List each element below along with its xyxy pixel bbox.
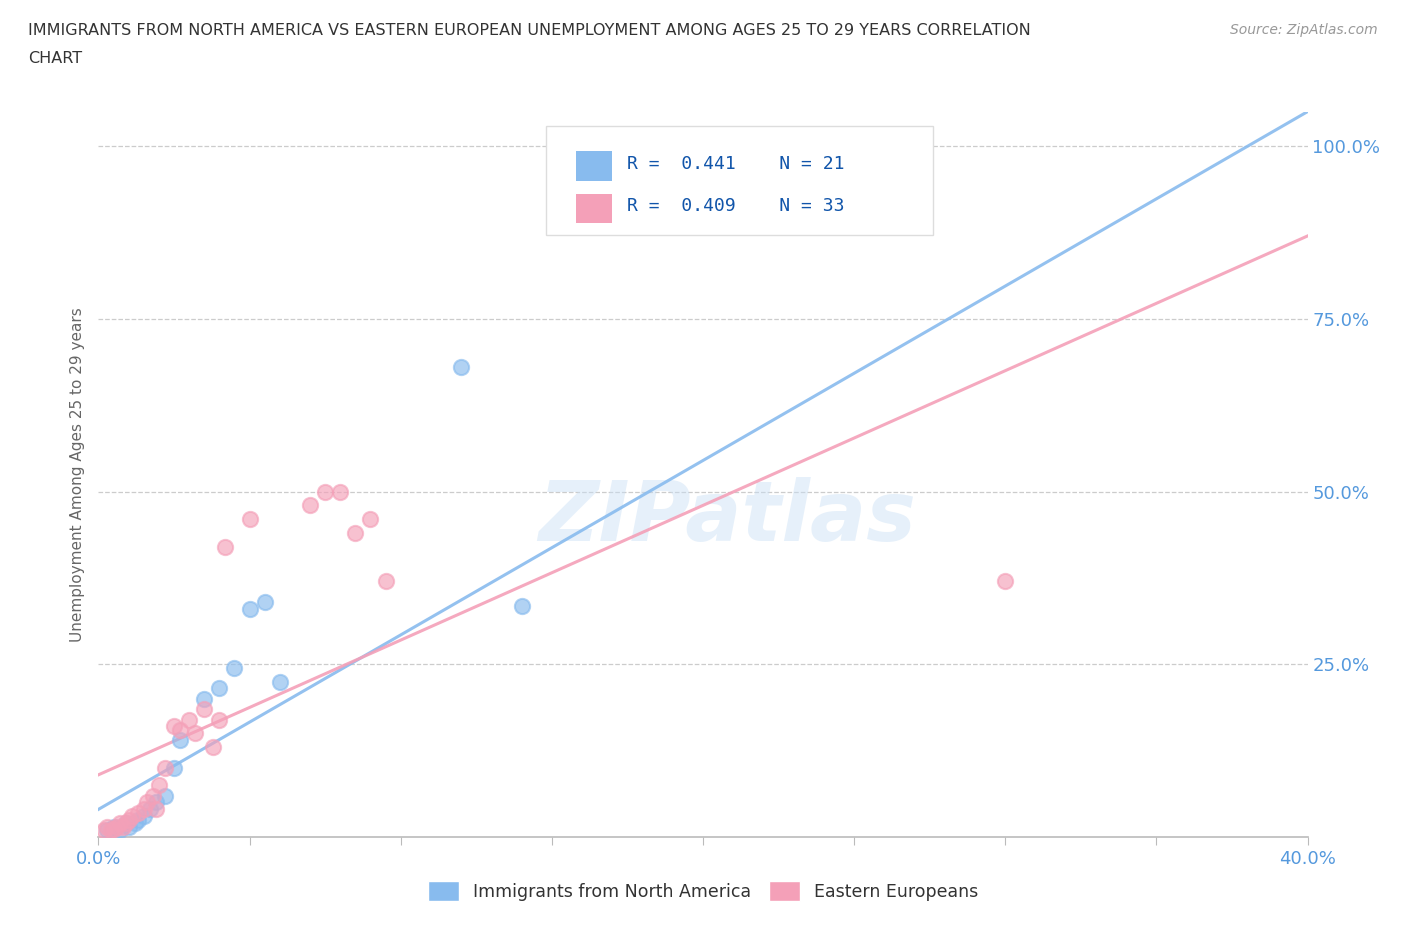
Point — [163, 761, 186, 776]
Point — [135, 795, 157, 810]
Point — [253, 594, 276, 609]
Point — [142, 788, 165, 803]
Point — [374, 574, 396, 589]
Point — [239, 602, 262, 617]
Point — [108, 816, 131, 830]
Point — [193, 691, 215, 706]
Point — [239, 512, 262, 526]
Point — [510, 598, 533, 613]
Text: R =  0.441    N = 21: R = 0.441 N = 21 — [627, 154, 845, 173]
Point — [121, 809, 143, 824]
Legend: Immigrants from North America, Eastern Europeans: Immigrants from North America, Eastern E… — [427, 881, 979, 901]
Point — [103, 821, 125, 836]
Point — [127, 812, 149, 827]
Text: IMMIGRANTS FROM NORTH AMERICA VS EASTERN EUROPEAN UNEMPLOYMENT AMONG AGES 25 TO : IMMIGRANTS FROM NORTH AMERICA VS EASTERN… — [28, 23, 1031, 38]
Point — [169, 733, 191, 748]
FancyBboxPatch shape — [546, 126, 932, 235]
Point — [127, 805, 149, 820]
Point — [100, 823, 122, 838]
Point — [169, 723, 191, 737]
Point — [148, 777, 170, 792]
Point — [208, 681, 231, 696]
Point — [111, 819, 134, 834]
Point — [96, 823, 118, 838]
Text: Source: ZipAtlas.com: Source: ZipAtlas.com — [1230, 23, 1378, 37]
Point — [114, 816, 136, 830]
Y-axis label: Unemployment Among Ages 25 to 29 years: Unemployment Among Ages 25 to 29 years — [69, 307, 84, 642]
Point — [132, 809, 155, 824]
Point — [114, 816, 136, 830]
Point — [145, 795, 167, 810]
Point — [96, 819, 118, 834]
Point — [214, 539, 236, 554]
Point — [103, 819, 125, 834]
Point — [118, 819, 141, 834]
Point — [108, 823, 131, 838]
Point — [994, 574, 1017, 589]
Text: ZIPatlas: ZIPatlas — [538, 477, 917, 558]
Point — [139, 802, 162, 817]
Point — [153, 788, 176, 803]
Point — [184, 726, 207, 741]
Point — [163, 719, 186, 734]
Point — [179, 712, 201, 727]
Bar — [576, 193, 613, 222]
Point — [344, 525, 367, 540]
Text: CHART: CHART — [28, 51, 82, 66]
Point — [193, 702, 215, 717]
Point — [269, 674, 291, 689]
Point — [93, 823, 115, 838]
Point — [118, 812, 141, 827]
Point — [224, 660, 246, 675]
Point — [124, 816, 146, 830]
Point — [202, 739, 225, 754]
Point — [360, 512, 382, 526]
Point — [145, 802, 167, 817]
Point — [450, 360, 472, 375]
Text: R =  0.409    N = 33: R = 0.409 N = 33 — [627, 197, 845, 215]
Point — [314, 485, 336, 499]
Point — [132, 802, 155, 817]
Point — [153, 761, 176, 776]
Point — [105, 819, 128, 834]
Point — [208, 712, 231, 727]
Point — [329, 485, 352, 499]
Bar — [576, 152, 613, 180]
Point — [299, 498, 322, 512]
